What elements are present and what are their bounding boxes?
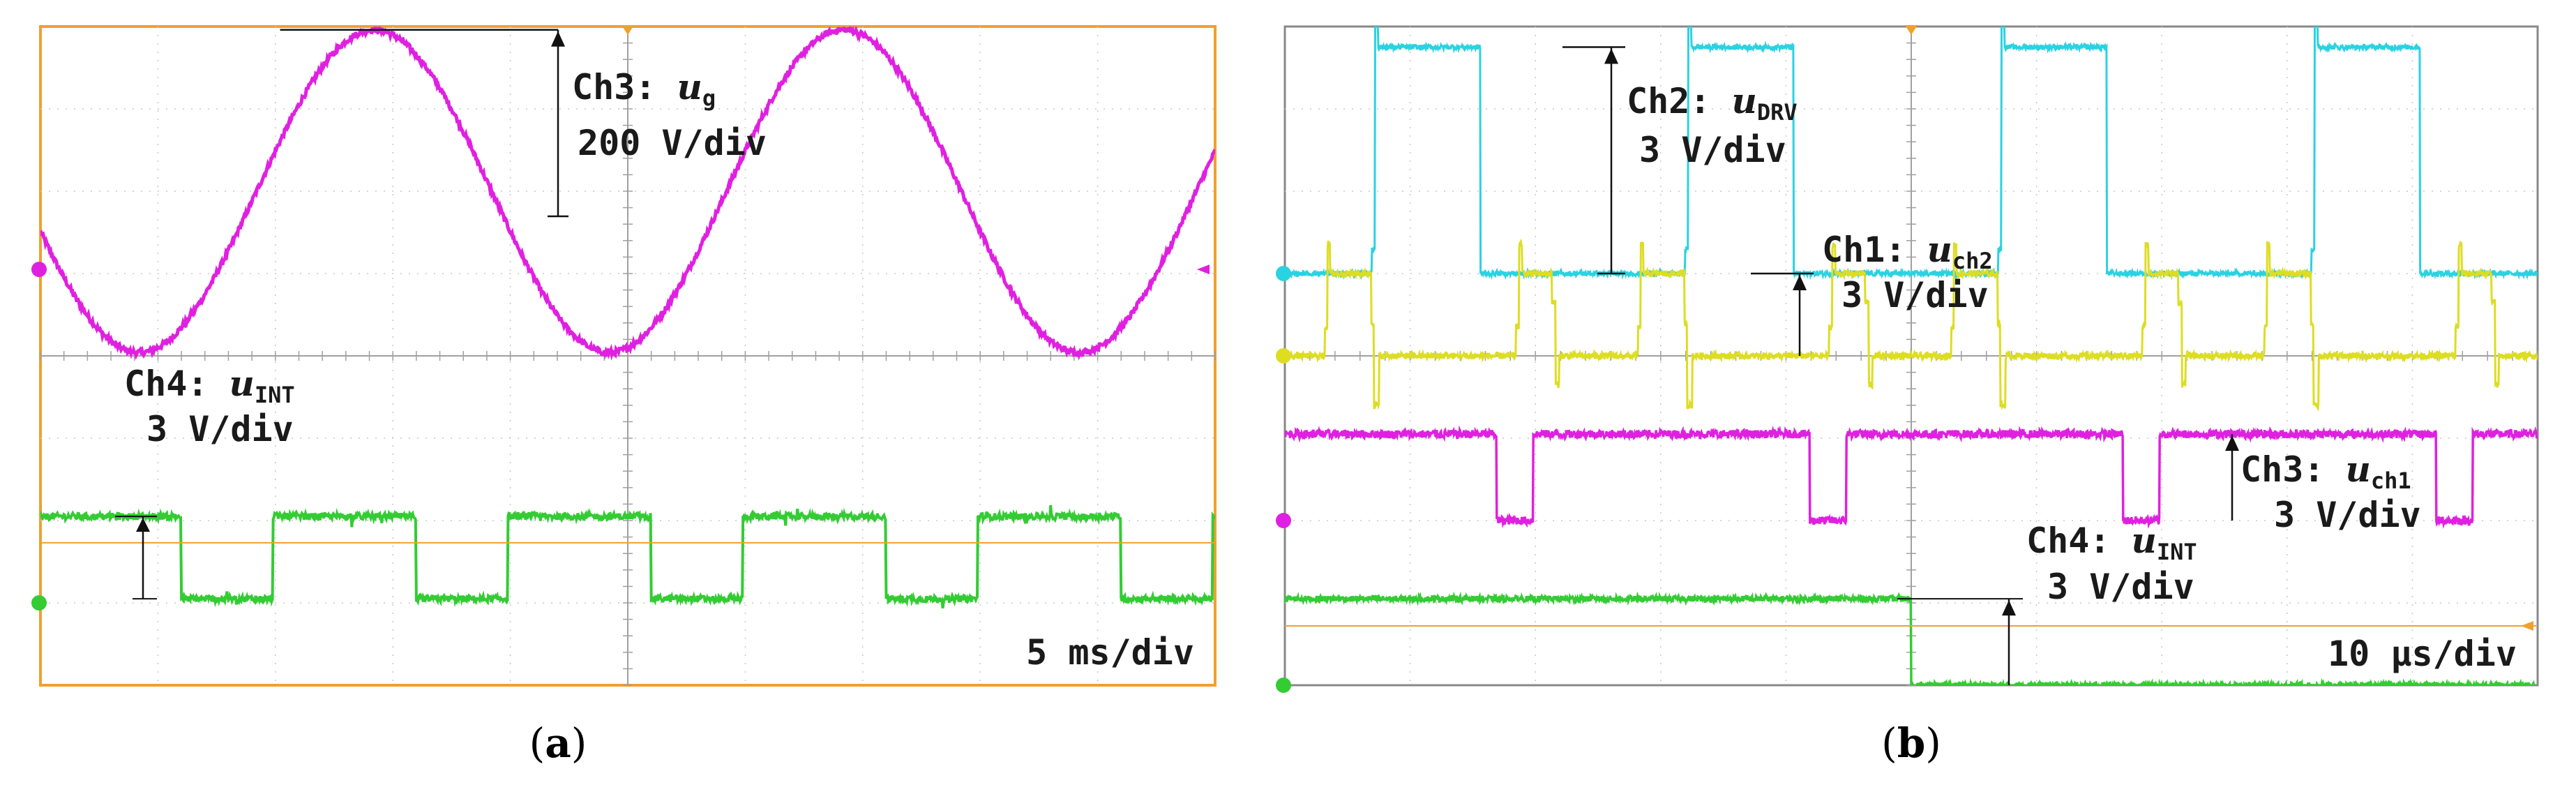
scope-b-channel-markers <box>1276 266 2533 693</box>
ch4-marker-b <box>1276 678 1291 693</box>
series-ch4-uint-trace <box>40 504 1215 608</box>
ch2-udrv-label: Ch2: uDRV <box>1627 80 1798 126</box>
ch2-arrow <box>1604 48 1618 64</box>
panel-label-b: (b) <box>1881 719 1941 767</box>
ch3-scale-label: 200 V/div <box>578 123 767 163</box>
trigger-marker <box>1905 25 1918 35</box>
ch4-marker <box>31 595 47 611</box>
trigger-right-marker-b <box>2521 621 2533 631</box>
series-ch4-uint-trace-b <box>1285 591 2536 685</box>
ch3-marker <box>31 262 47 278</box>
scope-a-waveforms <box>40 27 1215 608</box>
ch4-scale-label: 3 V/div <box>146 409 294 449</box>
ch3-arrow <box>551 31 565 47</box>
scope-a-grid <box>40 25 1216 686</box>
timebase-label-a: 5 ms/div <box>1026 632 1194 673</box>
ch1-uch2-label: Ch1: uch2 <box>1822 229 1993 274</box>
series-ch3-ug-trace <box>40 27 1215 361</box>
panel-label-a: (a) <box>529 719 587 767</box>
ch4-arrow-b <box>2002 600 2016 616</box>
ch1-scale-label: 3 V/div <box>1841 275 1989 315</box>
series-ch2-udrv-trace <box>1285 27 2538 281</box>
ch2-scale-label: 3 V/div <box>1639 130 1786 170</box>
trigger-marker <box>622 25 634 35</box>
ch3-marker-b <box>1276 513 1291 528</box>
timebase-label-b: 10 μs/div <box>2328 634 2517 674</box>
series-ch1-uch2-trace <box>1285 238 2538 412</box>
ch4-scale-label-b: 3 V/div <box>2047 567 2194 607</box>
ch3-arrow-b <box>2225 435 2239 451</box>
ch3-uch1-label: Ch3: uch1 <box>2240 449 2411 494</box>
ch2-marker <box>1276 266 1291 281</box>
ch3-ug-label: Ch3: ug <box>572 66 716 112</box>
series-ch3-uch1-trace <box>1285 425 2538 529</box>
ch3-right-marker <box>1197 264 1210 275</box>
scope-b-waveforms <box>1285 27 2538 685</box>
ch1-marker <box>1276 348 1291 364</box>
ch4-uint-label-b: Ch4: uINT <box>2026 520 2197 565</box>
ch4-uint-label: Ch4: uINT <box>124 363 295 408</box>
ch4-arrow <box>136 518 150 532</box>
ch1-arrow <box>1793 275 1807 290</box>
ch3-scale-label-b: 3 V/div <box>2274 495 2421 535</box>
scope-a-channel-markers <box>31 262 1210 611</box>
